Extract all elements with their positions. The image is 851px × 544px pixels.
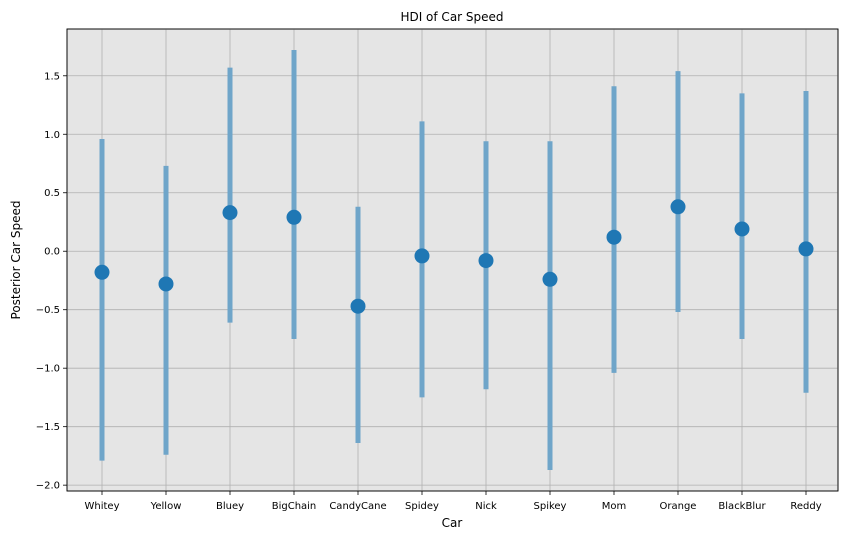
x-tick-label: Whitey: [85, 501, 120, 512]
y-tick-label: 1.5: [44, 71, 60, 82]
mean-point: [478, 253, 494, 269]
x-tick-label: BlackBlur: [718, 501, 766, 512]
y-tick-label: 1.0: [44, 130, 60, 141]
mean-point: [350, 298, 366, 314]
chart-title: HDI of Car Speed: [400, 10, 503, 24]
x-axis: Whitey Yellow Bluey BigChain CandyCane Spidey…: [85, 491, 822, 512]
mean-point: [158, 276, 174, 292]
x-tick-label: BigChain: [272, 501, 317, 512]
y-tick-label: −1.0: [36, 364, 60, 375]
x-tick-label: Reddy: [790, 501, 821, 512]
x-tick-label: Bluey: [216, 501, 244, 512]
y-tick-label: −2.0: [36, 481, 60, 492]
x-tick-label: Orange: [660, 501, 697, 512]
hdi-intervals: [99, 50, 809, 470]
mean-point: [222, 205, 238, 221]
mean-point: [286, 209, 302, 225]
mean-point: [798, 241, 814, 257]
x-tick-label: Yellow: [150, 501, 182, 512]
x-tick-label: Mom: [602, 501, 627, 512]
x-tick-label: Spikey: [534, 501, 567, 512]
y-tick-label: −0.5: [36, 305, 60, 316]
x-tick-label: CandyCane: [329, 501, 386, 512]
mean-point: [734, 221, 750, 237]
mean-point: [606, 229, 622, 245]
x-tick-label: Nick: [475, 501, 497, 512]
x-axis-label: Car: [442, 516, 463, 530]
y-tick-label: 0.0: [44, 247, 60, 258]
mean-point: [542, 271, 558, 287]
mean-point: [670, 199, 686, 215]
x-tick-label: Spidey: [405, 501, 439, 512]
y-axis: −2.0 −1.5 −1.0 −0.5 0.0 0.5 1.0 1.5: [36, 71, 67, 492]
mean-points: [94, 199, 814, 314]
y-axis-label: Posterior Car Speed: [9, 201, 23, 320]
plot-frame: [66, 28, 839, 492]
mean-point: [414, 248, 430, 264]
y-tick-label: 0.5: [44, 188, 60, 199]
mean-point: [94, 264, 110, 280]
plot-area: [66, 28, 839, 492]
y-tick-label: −1.5: [36, 422, 60, 433]
